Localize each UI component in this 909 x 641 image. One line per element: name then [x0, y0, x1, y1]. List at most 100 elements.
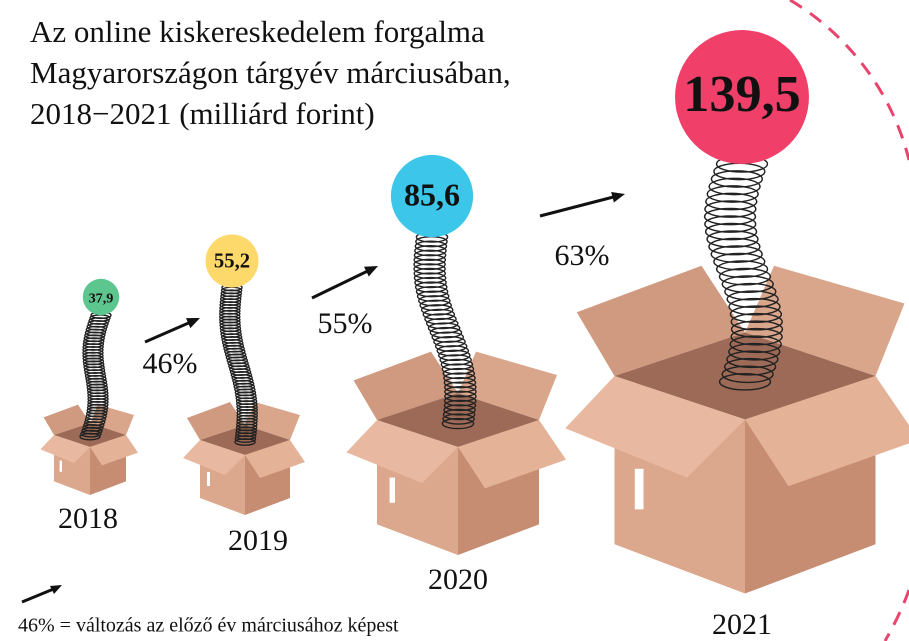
- spring-coil: [715, 260, 769, 278]
- change-label: 55%: [318, 307, 373, 340]
- spring-coil: [703, 207, 757, 226]
- legend-arrow: [21, 586, 57, 604]
- spring-coil: [427, 322, 461, 334]
- box-label: [389, 477, 395, 503]
- spring-coil: [414, 245, 447, 257]
- spring-coil: [429, 326, 463, 339]
- spring-coil: [442, 367, 476, 380]
- spring-coil: [441, 417, 475, 430]
- spring-coil: [443, 399, 477, 412]
- spring-coil: [706, 185, 759, 203]
- spring-coil: [710, 245, 763, 263]
- spring-coil: [418, 295, 451, 307]
- spring-coil: [723, 357, 777, 376]
- box-flap-front: [183, 440, 245, 475]
- spring-coil: [422, 308, 456, 321]
- bubble: [675, 30, 809, 164]
- change-arrow-head: [186, 318, 200, 329]
- spring-coil: [730, 320, 784, 339]
- decor-border: [883, 589, 909, 641]
- change-arrow: [144, 320, 192, 344]
- spring-coil: [728, 297, 781, 316]
- box: [346, 231, 566, 555]
- spring-coil: [704, 200, 757, 218]
- spring-coil: [726, 350, 779, 369]
- chart-title: Az online kiskereskedelem forgalma: [30, 14, 485, 49]
- spring-coil: [443, 372, 476, 384]
- spring-coil: [706, 230, 759, 248]
- spring-coil: [441, 363, 475, 375]
- spring-coil: [729, 305, 783, 324]
- spring-coil: [728, 342, 781, 361]
- spring-coil: [419, 299, 452, 312]
- box-flap-back: [576, 265, 745, 376]
- bubble-label: 55,2: [214, 251, 250, 273]
- spring-coil: [433, 336, 466, 348]
- spring-coil: [443, 404, 476, 416]
- box-flap-back: [353, 351, 458, 420]
- box-flap-back: [90, 404, 134, 435]
- box-flap-front: [745, 376, 909, 487]
- box: [40, 311, 138, 495]
- box-flap-front: [40, 435, 90, 463]
- spring-coil: [729, 335, 782, 354]
- spring-coil: [431, 331, 465, 343]
- year-label: 2018: [58, 502, 118, 535]
- box-flap-front: [245, 440, 305, 478]
- bubble: [390, 154, 474, 238]
- spring-coil: [436, 345, 470, 357]
- spring-coil: [444, 386, 477, 398]
- bubble-label: 37,9: [89, 290, 114, 306]
- spring-coil: [434, 340, 468, 352]
- spring-coil: [414, 240, 448, 252]
- chart-title: 2018−2021 (milliárd forint): [30, 96, 375, 131]
- bubble: [205, 234, 259, 288]
- legend-arrow-head: [50, 585, 62, 594]
- spring-coil: [413, 249, 447, 261]
- spring-coil: [708, 177, 761, 196]
- spring-coil: [440, 358, 474, 371]
- year-label: 2020: [428, 563, 488, 596]
- spring-coil: [704, 222, 758, 241]
- spring-coil: [443, 376, 477, 389]
- box-label: [207, 472, 210, 486]
- spring-coil: [439, 354, 472, 366]
- box-flap-front: [90, 435, 138, 466]
- spring-coil: [420, 304, 454, 316]
- box-flap-front: [458, 420, 566, 489]
- change-arrow: [539, 195, 616, 218]
- spring-coil: [424, 313, 457, 325]
- spring-coil: [718, 372, 772, 391]
- bubble-label: 85,6: [404, 176, 460, 212]
- spring-coil: [442, 413, 475, 425]
- box: [183, 283, 305, 515]
- spring-coil: [705, 192, 758, 211]
- box-flap-back: [43, 404, 90, 435]
- spring-coil: [413, 258, 446, 271]
- spring-coil: [730, 312, 783, 331]
- bubble-label: 139,5: [683, 65, 801, 123]
- spring-coil: [414, 276, 447, 289]
- box-flap-back: [187, 402, 245, 440]
- spring-coil: [713, 252, 766, 271]
- spring-coil: [413, 254, 447, 266]
- chart-title: Magyarországon tárgyév márciusában,: [30, 55, 511, 90]
- box-flap-back: [245, 402, 300, 440]
- change-arrow-head: [611, 191, 625, 203]
- spring-coil: [724, 282, 777, 301]
- box: [565, 155, 909, 594]
- change-label: 63%: [555, 239, 610, 272]
- year-label: 2019: [228, 524, 288, 557]
- change-arrow: [311, 269, 370, 300]
- box-label: [59, 460, 62, 472]
- spring-coil: [718, 267, 772, 286]
- box-flap-back: [458, 351, 557, 420]
- spring-coil: [704, 215, 757, 233]
- spring-coil: [425, 317, 459, 330]
- spring-coil: [413, 272, 447, 284]
- spring-coil: [443, 395, 477, 407]
- spring-coil: [730, 327, 783, 346]
- change-label: 46%: [143, 347, 198, 380]
- box-label: [634, 468, 644, 510]
- bubble: [82, 278, 120, 316]
